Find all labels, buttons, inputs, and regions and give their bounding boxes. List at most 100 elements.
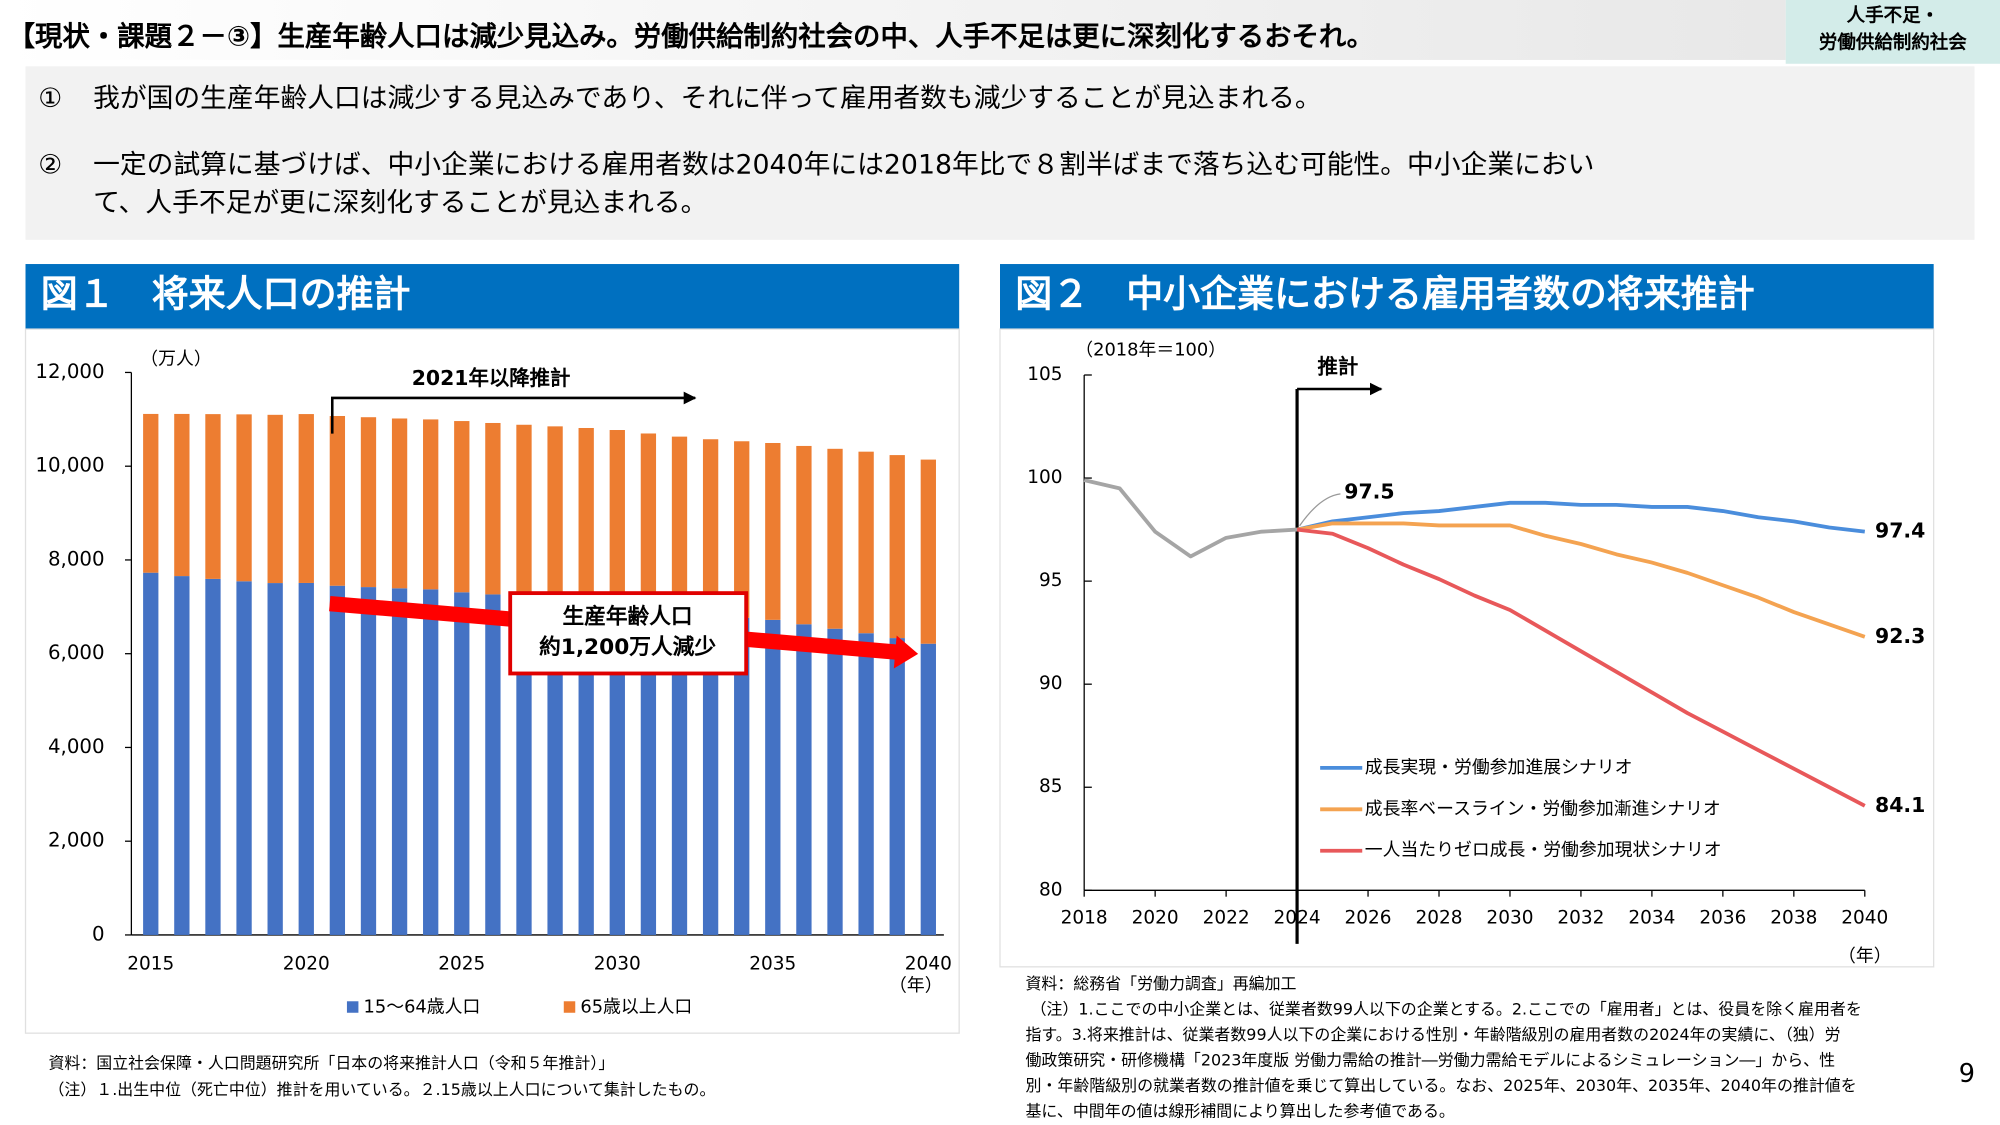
data-label: 92.3 — [1875, 624, 1925, 648]
series-line — [1083, 478, 1298, 559]
x-tick-label: 2040 — [1841, 907, 1888, 928]
notes: 資料：総務省「労働力調査」再編加工 （注）1.ここでの中小企業とは、従業者数99人… — [1026, 974, 1862, 1121]
bullet-text: 一定の試算に基づけば、中小企業における雇用者数は2040年には2018年比で８割… — [93, 149, 1594, 180]
chart-frame — [24, 328, 960, 1034]
source: 資料：国立社会保障・人口問題研究所「日本の将来推計人口（令和５年推計）」 — [48, 1053, 614, 1072]
annotation: 推計 — [1318, 354, 1359, 378]
bar-segment — [423, 419, 439, 590]
bar-segment — [236, 581, 252, 935]
header-title: 【現状・課題２－③】生産年齢人口は減少見込み。労働供給制約社会の中、人手不足は更… — [8, 21, 1374, 53]
bar-segment — [609, 430, 625, 604]
x-tick-label: 2030 — [1486, 907, 1533, 928]
bar-segment — [640, 607, 657, 935]
bar-segment — [889, 455, 905, 639]
x-tick-label: 2040 — [905, 953, 952, 974]
bullet-box — [25, 66, 1975, 240]
data-label: 97.5 — [1344, 480, 1394, 504]
source: 基に、中間年の値は線形補間により算出した参考値である。 — [1026, 1102, 1455, 1121]
bar-segment — [298, 582, 314, 935]
bar-segment — [734, 441, 750, 618]
bar-segment — [547, 598, 563, 935]
x-tick-label: 2032 — [1557, 907, 1604, 928]
y-tick-label: 105 — [1027, 364, 1062, 385]
bar-segment — [827, 448, 843, 629]
x-tick-label: 2026 — [1345, 907, 1392, 928]
bar-segment — [889, 638, 905, 935]
bar-segment — [391, 418, 408, 589]
x-tick-label: 2035 — [749, 953, 796, 974]
bar-segment — [702, 439, 719, 615]
bar-segment — [329, 415, 346, 586]
source: 働政策研究・研修機構「2023年度版 労働力需給の推計―労働力需給モデルによるシ… — [1026, 1051, 1836, 1070]
bar-segment — [640, 433, 657, 608]
bar-segment — [920, 459, 936, 644]
bar-segment — [796, 624, 812, 935]
y-tick-label: 2,000 — [48, 829, 105, 852]
panel-header — [25, 264, 960, 330]
bar-segment — [391, 588, 408, 935]
legend-label: 一人当たりゼロ成長・労働参加現状シナリオ — [1365, 840, 1722, 861]
source: （注）１.出生中位（死亡中位）推計を用いている。２.15歳以上人口について集計し… — [48, 1080, 715, 1099]
bar-segment — [205, 414, 221, 579]
x-tick-label: 2018 — [1061, 907, 1108, 928]
y-tick-label: 10,000 — [35, 454, 104, 477]
x-tick-label: 2015 — [127, 953, 174, 974]
x-tick-label: 2034 — [1628, 907, 1675, 928]
y-tick-label: 6,000 — [48, 641, 105, 664]
x-unit: （年） — [889, 975, 943, 996]
label-leader — [1299, 493, 1341, 527]
tag-text: 人手不足・ — [1847, 5, 1939, 27]
bar-segment — [174, 413, 190, 577]
bullet-marker: ② — [38, 149, 62, 180]
header-bar — [0, 0, 1786, 60]
bar-segment — [454, 592, 470, 935]
annotation: 約1,200万人減少 — [539, 634, 716, 660]
data-label: 97.4 — [1875, 519, 1925, 543]
bar-segment — [734, 617, 750, 935]
series-line — [1296, 500, 1866, 534]
y-tick-label: 0 — [92, 922, 105, 945]
x-tick-label: 2025 — [438, 953, 485, 974]
bar-segment — [454, 421, 470, 593]
x-unit: （年） — [1838, 946, 1892, 967]
bar-segment — [920, 643, 936, 935]
y-tick-label: 4,000 — [48, 735, 105, 758]
annotation-box — [508, 591, 749, 676]
bar-segment — [485, 422, 501, 595]
bar-segment — [827, 628, 843, 935]
bar-segment — [267, 414, 283, 584]
bar-segment — [578, 600, 594, 935]
bar-segment — [516, 424, 532, 597]
legend-label: 15～64歳人口 — [364, 997, 481, 1018]
series-line — [1296, 527, 1866, 808]
y-tick-label: 80 — [1039, 879, 1063, 900]
panel-title: 図２ 中小企業における雇用者数の将来推計 — [1015, 272, 1754, 315]
legend-swatch — [563, 1001, 576, 1013]
bar-segment — [174, 576, 190, 935]
tag-box — [1785, 0, 2000, 64]
bar-segment — [143, 413, 159, 573]
bar-segment — [143, 572, 159, 935]
bullet-marker: ① — [38, 83, 62, 114]
bar-segment — [516, 596, 532, 935]
bar-segment — [578, 427, 594, 601]
data-label: 84.1 — [1875, 793, 1925, 817]
y-tick-label: 12,000 — [35, 360, 104, 383]
annotation: 2021年以降推計 — [412, 366, 571, 390]
bar-segment — [858, 451, 874, 634]
y-unit: （万人） — [140, 349, 211, 370]
legend-label: 65歳以上人口 — [580, 997, 692, 1018]
bullet-text: て、人手不足が更に深刻化することが見込まれる。 — [93, 188, 707, 219]
bar-segment — [423, 589, 439, 935]
chart-frame — [999, 328, 1935, 968]
tag-text: 労働供給制約社会 — [1819, 31, 1967, 53]
bar-segment — [485, 594, 501, 935]
bar-segment — [267, 583, 283, 935]
page-number: 9 — [1959, 1059, 1975, 1089]
bar-segment — [547, 426, 563, 599]
bar-segment — [765, 442, 781, 620]
x-tick-label: 2038 — [1770, 907, 1817, 928]
bar-segment — [671, 436, 688, 612]
